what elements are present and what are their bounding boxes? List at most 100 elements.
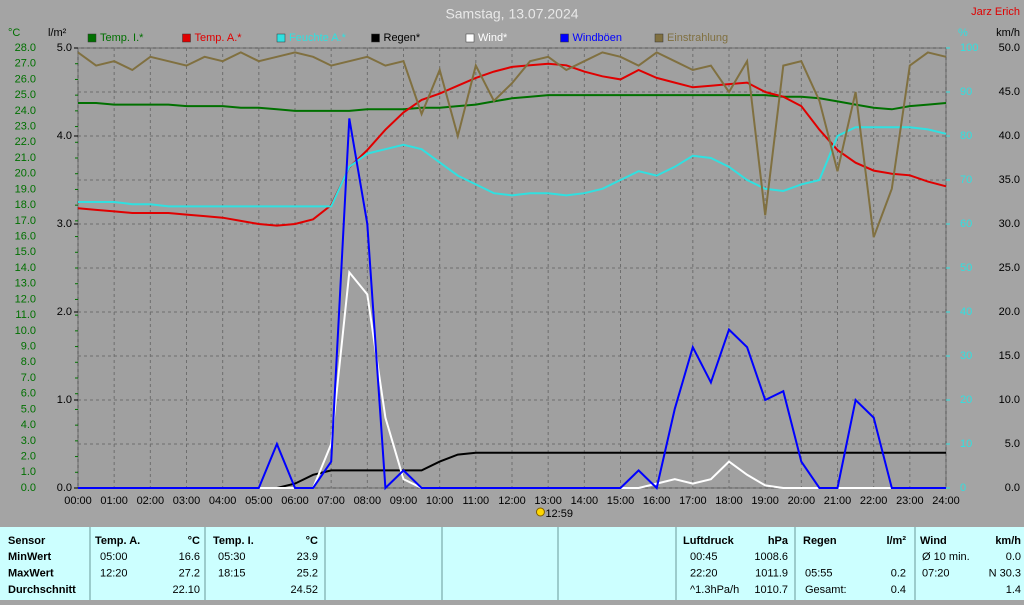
x-tick-label: 02:00 xyxy=(137,495,165,507)
table-header: °C xyxy=(188,535,200,547)
y-tick-label: 24.0 xyxy=(15,105,36,117)
y-tick-label: 25.0 xyxy=(15,89,36,101)
chart-title: Samstag, 13.07.2024 xyxy=(445,6,578,22)
x-tick-label: 03:00 xyxy=(173,495,201,507)
table-cell: 27.2 xyxy=(179,567,200,579)
y-tick-label: 5.0 xyxy=(21,403,36,415)
table-header: hPa xyxy=(768,535,789,547)
legend-swatch xyxy=(371,33,380,43)
table-cell: 0.4 xyxy=(891,584,906,596)
y4-tick-label: 35.0 xyxy=(999,174,1020,186)
y-tick-label: 19.0 xyxy=(15,183,36,195)
series-line xyxy=(78,94,947,112)
y-tick-label: 6.0 xyxy=(21,388,36,400)
x-tick-label: 12:00 xyxy=(498,495,526,507)
author: Jarz Erich xyxy=(971,6,1020,18)
y-tick-label: 3.0 xyxy=(21,435,36,447)
legend-label: Windböen xyxy=(573,32,623,44)
x-tick-label: 17:00 xyxy=(679,495,707,507)
y-tick-label: 14.0 xyxy=(15,262,36,274)
y-tick-label: 10.0 xyxy=(15,325,36,337)
y4-tick-label: 30.0 xyxy=(999,218,1020,230)
series-line xyxy=(78,126,947,208)
stats-table xyxy=(0,527,1024,600)
series-line xyxy=(77,51,947,238)
table-header: l/m² xyxy=(886,535,906,547)
x-tick-label: 07:00 xyxy=(317,495,345,507)
table-cell: 05:30 xyxy=(218,551,246,563)
y3-tick-label: 40 xyxy=(960,306,972,318)
x-tick-label: 20:00 xyxy=(788,495,816,507)
y-tick-label: 27.0 xyxy=(15,58,36,70)
y-tick-label: 26.0 xyxy=(15,73,36,85)
table-cell: 05:55 xyxy=(805,567,833,579)
legend-label: Regen* xyxy=(384,32,421,44)
y-tick-label: 7.0 xyxy=(21,372,36,384)
y3-tick-label: 10 xyxy=(960,438,972,450)
table-header: Luftdruck xyxy=(683,535,735,547)
table-header: Wind xyxy=(920,535,947,547)
table-cell: 1.4 xyxy=(1006,584,1021,596)
x-tick-label: 24:00 xyxy=(932,495,960,507)
legend-swatch xyxy=(87,33,97,43)
x-tick-label: 16:00 xyxy=(643,495,671,507)
y-tick-label: 17.0 xyxy=(15,215,36,227)
legend-label: Feuchte A.* xyxy=(289,32,347,44)
x-tick-label: 09:00 xyxy=(390,495,418,507)
table-cell: 1010.7 xyxy=(754,584,788,596)
x-tick-label: 05:00 xyxy=(245,495,273,507)
y4-tick-label: 10.0 xyxy=(999,394,1020,406)
x-tick-label: 01:00 xyxy=(100,495,128,507)
y-tick-label: 18.0 xyxy=(15,199,36,211)
y-tick-label: 1.0 xyxy=(21,466,36,478)
x-tick-label: 06:00 xyxy=(281,495,309,507)
y-tick-label: 21.0 xyxy=(15,152,36,164)
x-tick-label: 11:00 xyxy=(462,495,489,507)
y-tick-label: 15.0 xyxy=(15,246,36,258)
y4-tick-label: 0.0 xyxy=(1005,482,1020,494)
legend-label: Temp. A.* xyxy=(195,32,243,44)
table-cell: 0.0 xyxy=(1006,551,1021,563)
y3-tick-label: 20 xyxy=(960,394,972,406)
y4-tick-label: 5.0 xyxy=(1005,438,1020,450)
y-tick-label: 22.0 xyxy=(15,136,36,148)
table-header: Temp. A. xyxy=(95,535,140,547)
x-tick-label: 15:00 xyxy=(607,495,635,507)
y3-tick-label: 30 xyxy=(960,350,972,362)
y3-tick-label: 80 xyxy=(960,130,972,142)
y2-tick-label: 3.0 xyxy=(57,218,72,230)
y4-tick-label: 20.0 xyxy=(999,306,1020,318)
table-cell: 25.2 xyxy=(297,567,318,579)
table-cell: 12:20 xyxy=(100,567,128,579)
series-line xyxy=(77,62,947,227)
table-cell: 23.9 xyxy=(297,551,318,563)
table-cell: Ø 10 min. xyxy=(922,551,970,563)
table-header: Sensor xyxy=(8,535,46,547)
sun-icon xyxy=(535,507,545,517)
y4-tick-label: 40.0 xyxy=(999,130,1020,142)
y-tick-label: 4.0 xyxy=(21,419,36,431)
series-line xyxy=(78,118,946,491)
x-tick-label: 21:00 xyxy=(824,495,852,507)
y-tick-label: 9.0 xyxy=(21,340,36,352)
x-tick-label: 18:00 xyxy=(715,495,743,507)
y-tick-label: 20.0 xyxy=(15,168,36,180)
table-cell: 22:20 xyxy=(690,567,718,579)
table-cell: N 30.3 xyxy=(989,567,1021,579)
row-label: Durchschnitt xyxy=(8,584,76,596)
y2-tick-label: 5.0 xyxy=(57,42,72,54)
y4-tick-label: 50.0 xyxy=(999,42,1020,54)
table-cell: 00:45 xyxy=(690,551,718,563)
y-tick-label: 16.0 xyxy=(15,230,36,242)
legend-label: Einstrahlung xyxy=(667,32,728,44)
y4-tick-label: 25.0 xyxy=(999,262,1020,274)
y3-tick-label: 90 xyxy=(960,86,972,98)
row-label: MaxWert xyxy=(8,567,54,579)
table-cell: 0.2 xyxy=(891,567,906,579)
y3-tick-label: 100 xyxy=(960,42,978,54)
x-tick-label: 10:00 xyxy=(426,495,454,507)
legend-label: Temp. I.* xyxy=(100,32,144,44)
y-axis-label: °C xyxy=(8,27,20,39)
